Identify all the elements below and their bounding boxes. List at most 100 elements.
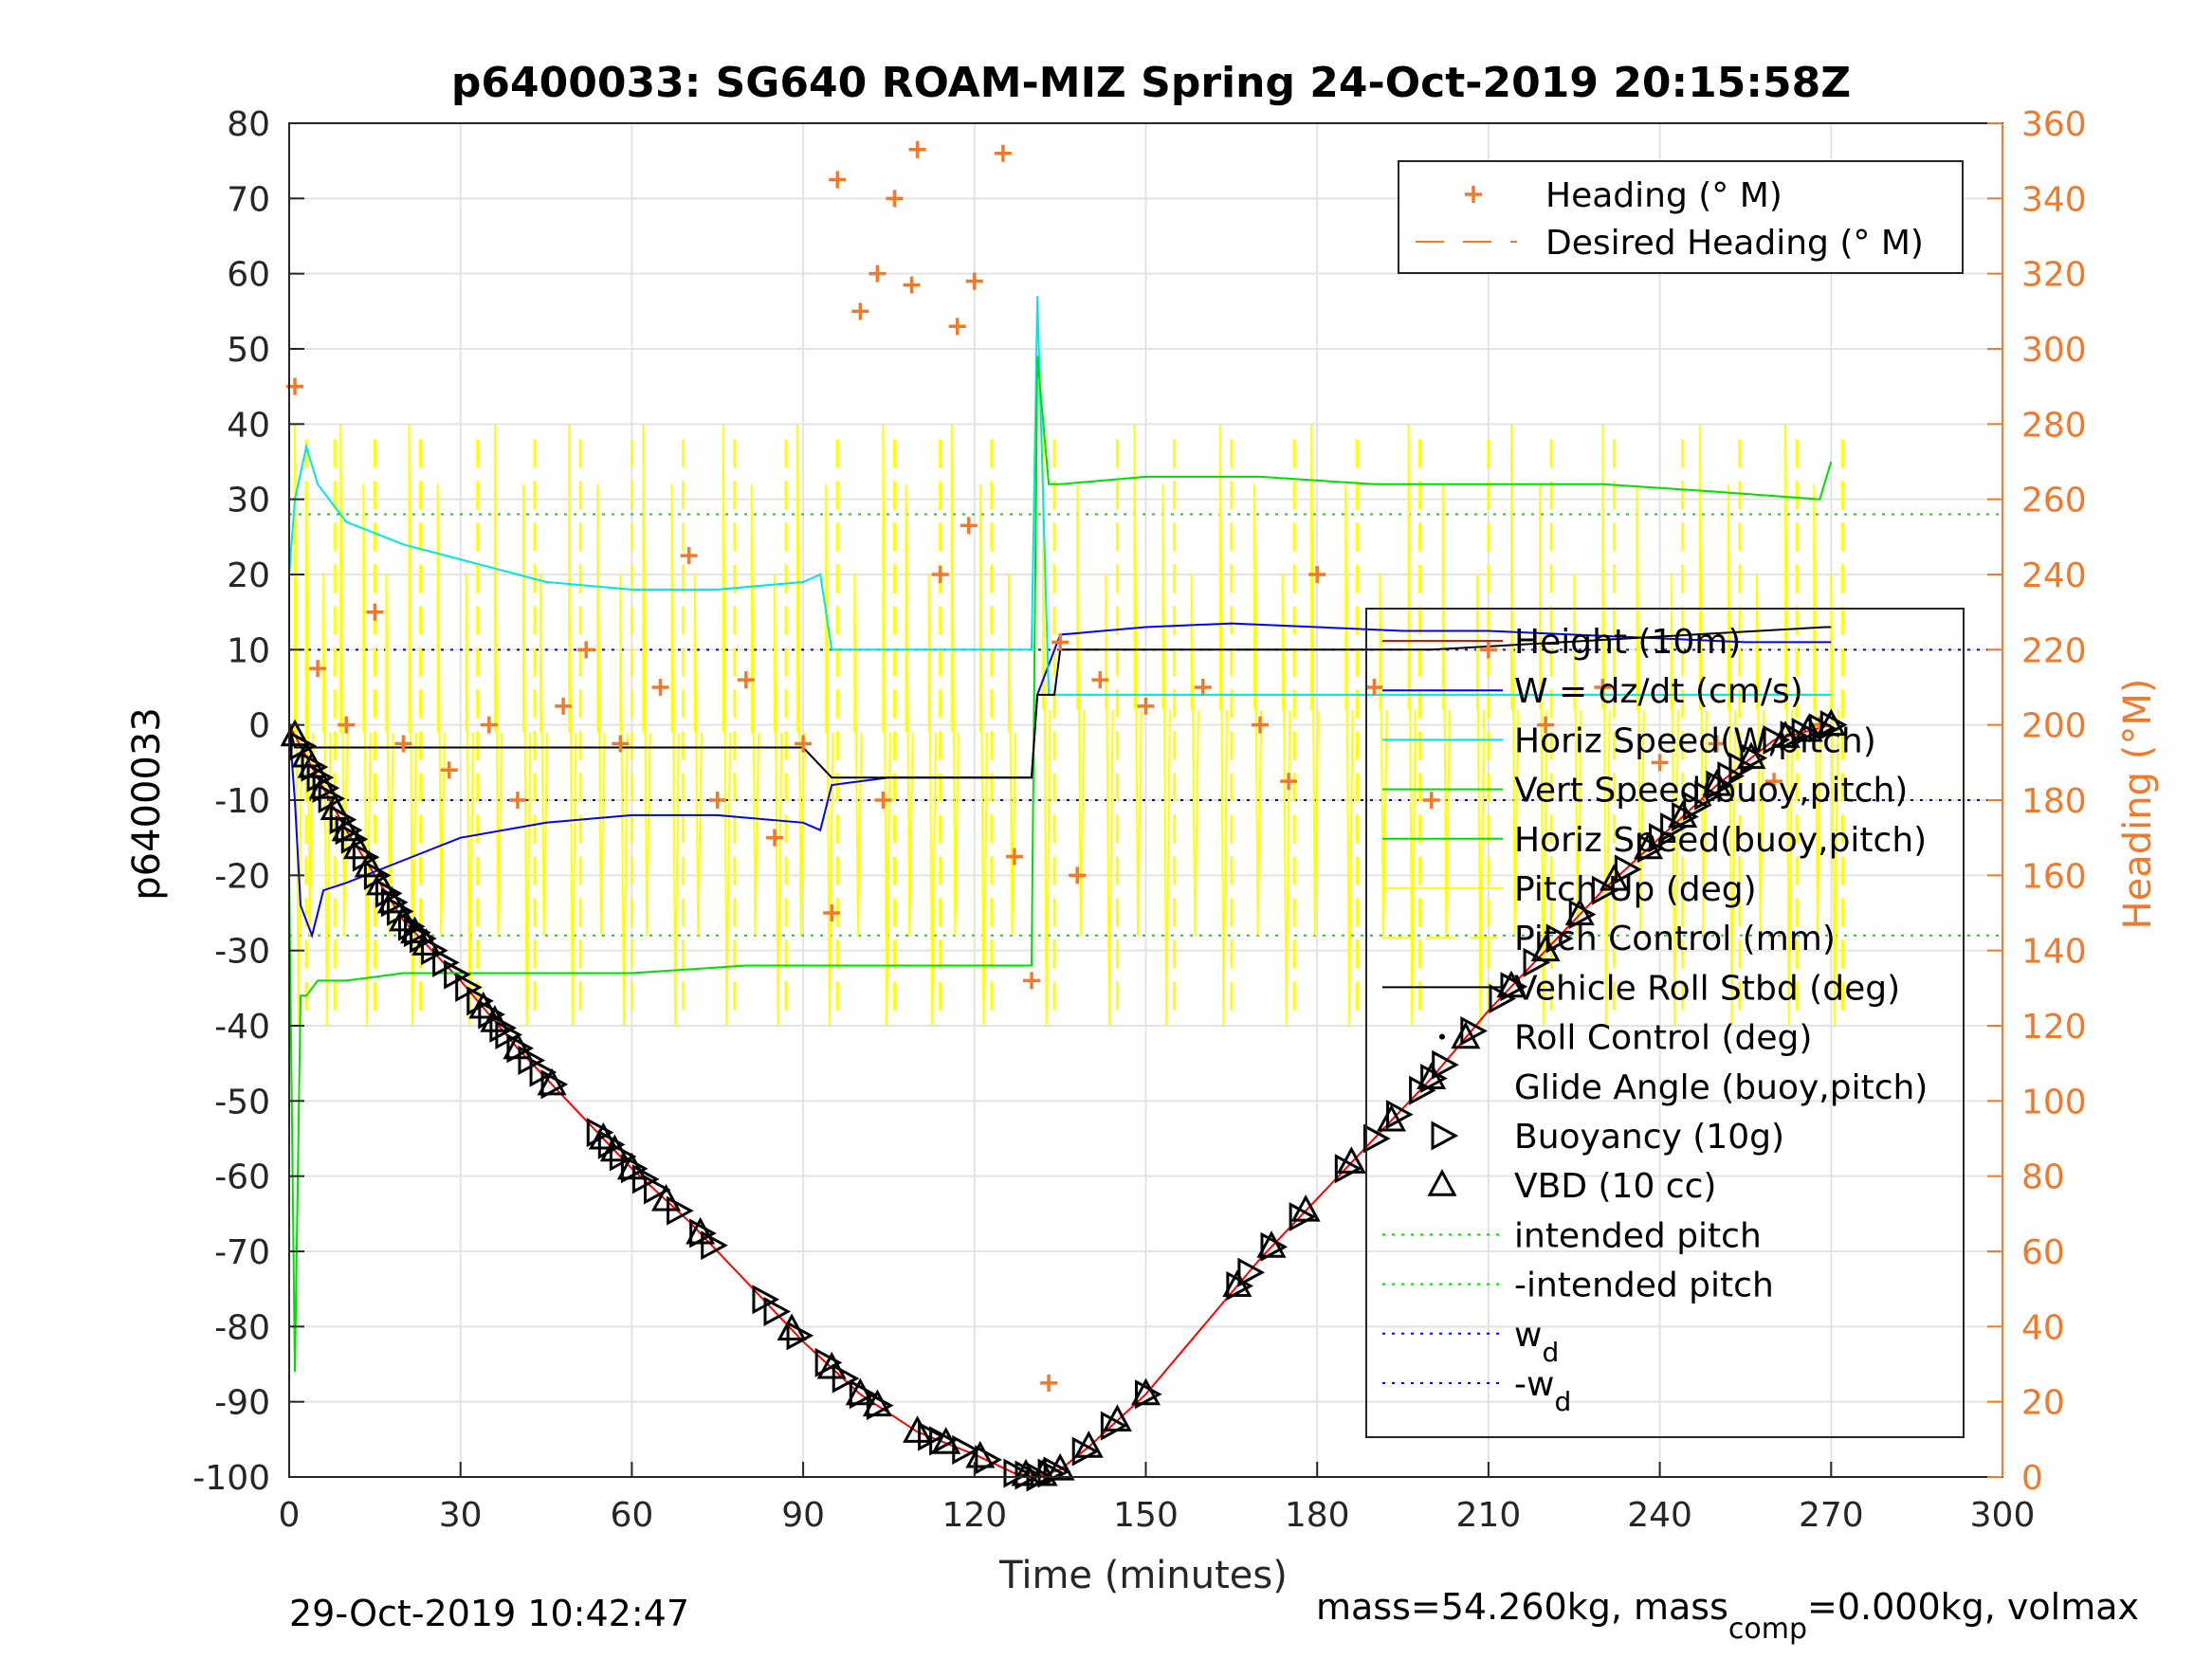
- vbd-marker: [1564, 898, 1595, 926]
- heading-marker: [1280, 773, 1298, 791]
- vbd-marker: [816, 1351, 847, 1379]
- vbd-marker: [480, 1005, 510, 1032]
- legend-swatch-8: [1439, 1033, 1445, 1040]
- vbd-marker: [1451, 1021, 1481, 1049]
- x-tick-label: 180: [1285, 1496, 1350, 1535]
- buoyancy-marker: [814, 1347, 843, 1377]
- buoyancy-marker: [849, 1379, 877, 1410]
- heading-marker: [874, 792, 892, 809]
- vbd-marker: [1816, 708, 1846, 737]
- buoyancy-marker: [866, 1391, 894, 1421]
- x-axis-label: Time (minutes): [998, 1554, 1288, 1597]
- legend-main-label: wd: [1514, 1316, 1559, 1368]
- vbd-marker: [931, 1427, 961, 1454]
- heading-marker: [1091, 671, 1109, 689]
- legend-main: Height (10m) W = dz/dt (cm/s) Horiz Speed(…: [1365, 608, 1965, 1438]
- heading-marker: [338, 716, 356, 734]
- vbd-marker: [308, 772, 338, 799]
- y-right-tick-label: 340: [2021, 180, 2087, 219]
- footer-timestamp: 29-Oct-2019 10:42:47: [289, 1593, 689, 1634]
- ticks-layer: 0 30 60 90 120 150 180 210 240 270 300807060504030…: [192, 105, 2086, 1535]
- y-left-tick-label: -10: [214, 782, 270, 821]
- vbd-marker: [354, 849, 384, 878]
- heading-marker: [851, 302, 869, 320]
- heading-marker: [508, 792, 526, 809]
- heading-marker: [1479, 641, 1497, 659]
- heading-marker: [765, 829, 783, 847]
- vbd-marker: [1130, 1377, 1161, 1406]
- heading-marker: [480, 716, 498, 734]
- legend-main-label: Vert Speed(buoy,pitch): [1514, 772, 1908, 811]
- buoyancy-marker: [1100, 1411, 1128, 1441]
- heading-marker: [931, 566, 949, 583]
- y-right-tick-label: 220: [2021, 631, 2087, 670]
- vbd-marker: [1256, 1231, 1287, 1258]
- heading-marker: [829, 171, 847, 189]
- heading-marker: [994, 144, 1012, 162]
- vbd-marker: [845, 1377, 875, 1406]
- buoyancy-marker: [335, 815, 363, 846]
- vbd-marker: [388, 903, 418, 932]
- y-right-tick-label: 240: [2021, 556, 2087, 595]
- y-right-tick-label: 280: [2021, 406, 2087, 445]
- vbd-marker: [1290, 1194, 1321, 1222]
- heading-marker: [965, 272, 983, 290]
- heading-marker: [440, 761, 458, 779]
- vbd-marker: [320, 793, 350, 821]
- legend-top: Heading (° M) Desired Heading (° M): [1398, 160, 1964, 274]
- heading-marker: [1708, 735, 1726, 753]
- x-tick-label: 0: [279, 1496, 301, 1535]
- series-line-2: [288, 296, 1832, 696]
- x-tick-label: 240: [1627, 1496, 1692, 1535]
- legend-main-label: Height (10m): [1514, 623, 1741, 662]
- heading-marker: [651, 679, 669, 696]
- series-line-3: [288, 356, 1833, 1372]
- buoyancy-marker: [404, 918, 431, 948]
- vbd-marker: [777, 1313, 807, 1341]
- heading-marker: [1005, 848, 1023, 866]
- legend-swatch-11: [1427, 1169, 1457, 1196]
- x-tick-label: 270: [1799, 1496, 1864, 1535]
- heading-marker: [795, 735, 813, 753]
- vbd-marker: [616, 1152, 647, 1180]
- heading-marker: [1308, 566, 1326, 583]
- heading-marker: [612, 735, 630, 753]
- vbd-marker: [1599, 863, 1629, 891]
- legend-heading-swatch: [1465, 186, 1482, 203]
- legend-wd-subscript: d: [1554, 1386, 1571, 1417]
- vbd-marker: [1011, 1458, 1041, 1486]
- y-left-tick-label: 60: [227, 256, 270, 295]
- y-right-tick-label: 0: [2021, 1459, 2043, 1498]
- heading-marker: [1422, 792, 1440, 809]
- legend-main-label: Glide Angle (buoy,pitch): [1514, 1068, 1928, 1107]
- footer-mass-subscript: comp: [1728, 1613, 1807, 1646]
- buoyancy-marker: [1289, 1201, 1317, 1232]
- buoyancy-marker: [1432, 1049, 1459, 1080]
- buoyancy-marker: [952, 1434, 979, 1465]
- vbd-marker: [1634, 831, 1664, 860]
- legend-top-label: Heading (° M): [1545, 176, 1782, 215]
- y-right-tick-label: 180: [2021, 782, 2087, 821]
- heading-marker: [737, 671, 755, 689]
- y-left-tick-label: 30: [227, 482, 270, 520]
- y-left-tick-label: 10: [227, 631, 270, 670]
- heading-marker: [1537, 716, 1555, 734]
- y-right-tick-label: 260: [2021, 482, 2087, 520]
- legend-wd-main: w: [1514, 1316, 1542, 1355]
- heading-marker: [868, 264, 887, 283]
- legend-top-label: Desired Heading (° M): [1545, 224, 1924, 263]
- heading-marker: [1051, 633, 1069, 651]
- legend-main-label: W = dz/dt (cm/s): [1514, 672, 1803, 711]
- heading-marker: [309, 660, 327, 678]
- y-left-tick-label: -40: [214, 1008, 270, 1047]
- vbd-marker: [1376, 1103, 1407, 1132]
- legend-main-label: Horiz Speed(buoy,pitch): [1514, 821, 1927, 860]
- buoyancy-marker: [643, 1175, 671, 1205]
- y-left-tick-label: 0: [248, 707, 270, 746]
- x-tick-label: 60: [610, 1496, 653, 1535]
- heading-marker: [903, 276, 921, 294]
- legend-wd-main: -w: [1514, 1365, 1554, 1404]
- y-left-tick-label: -30: [214, 933, 270, 972]
- y-left-tick-label: -20: [214, 857, 270, 896]
- buoyancy-marker: [1237, 1257, 1266, 1287]
